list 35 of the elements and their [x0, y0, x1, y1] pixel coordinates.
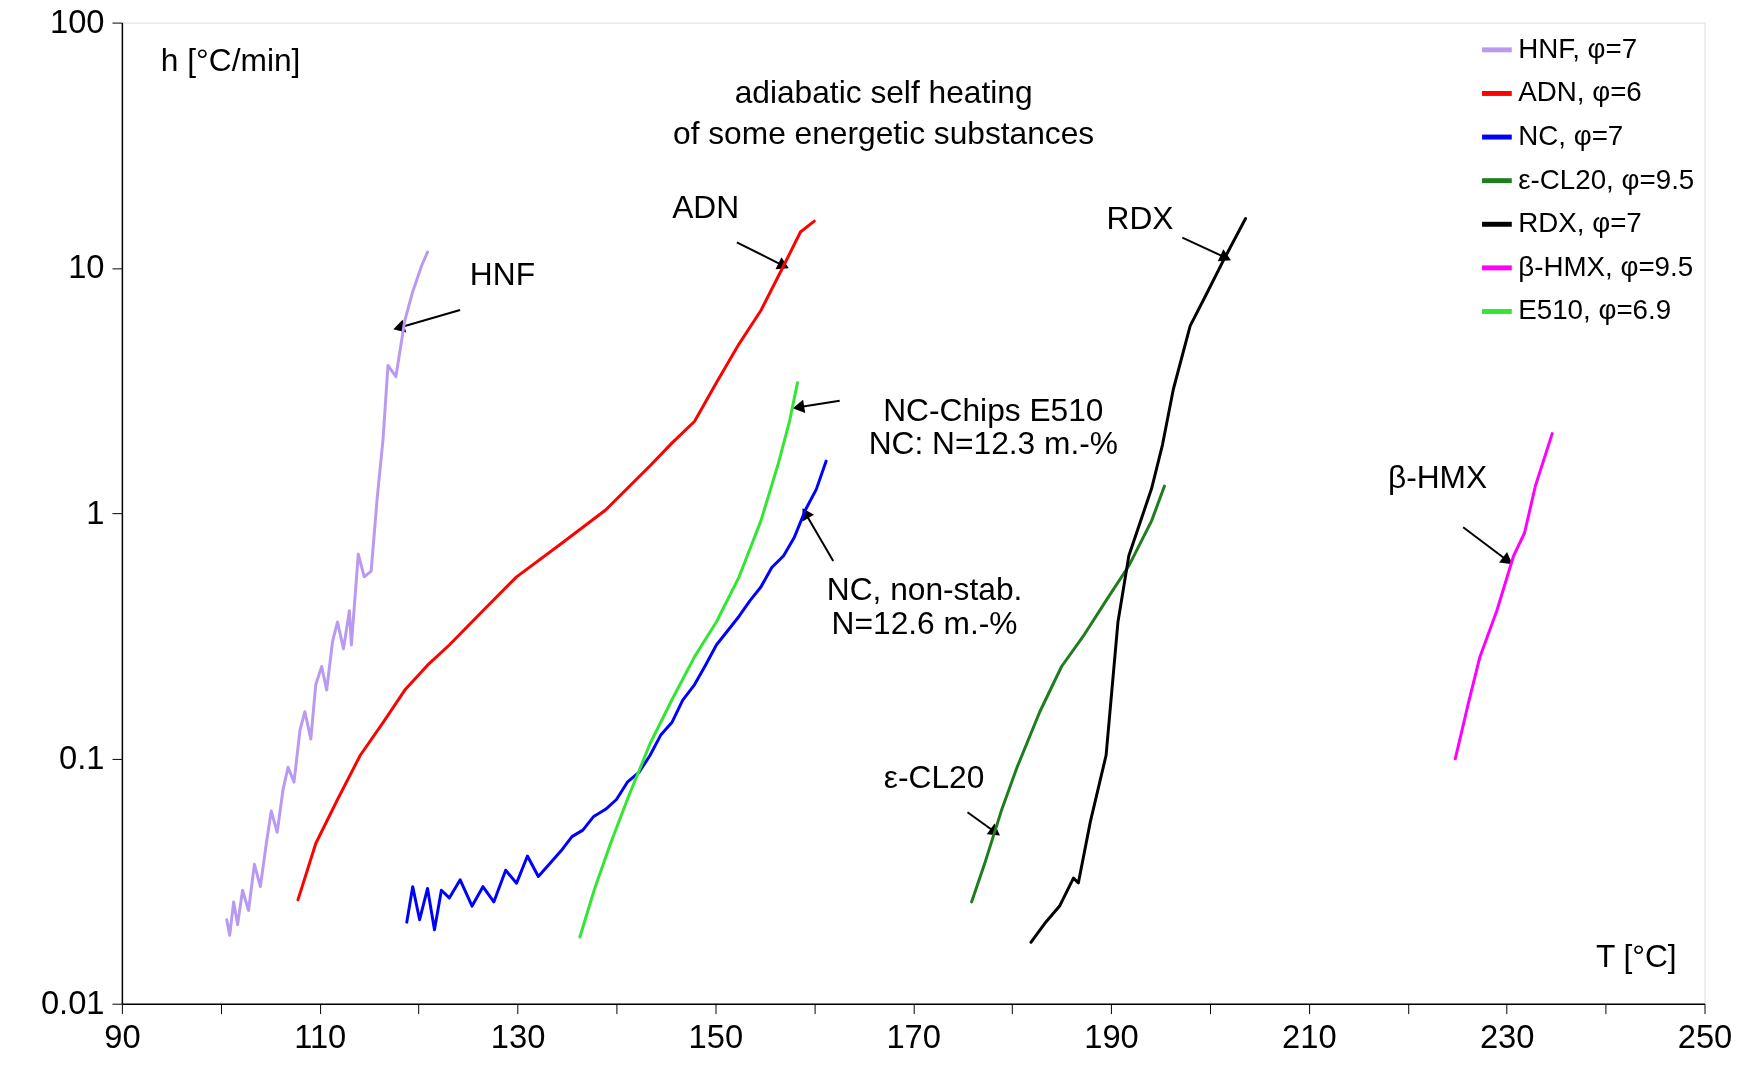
- x-tick-label: 210: [1282, 1017, 1337, 1055]
- line-series: [296, 219, 816, 902]
- y-tick-label: 100: [50, 3, 105, 41]
- y-tick-label: 10: [68, 248, 105, 286]
- legend-label: NC, φ=7: [1518, 119, 1624, 151]
- line-series: [578, 381, 799, 939]
- y-tick-label: 1: [86, 493, 105, 531]
- annotation: RDX: [1106, 199, 1174, 236]
- legend-label: ADN, φ=6: [1518, 76, 1642, 108]
- x-tick-label: 150: [688, 1017, 744, 1055]
- x-tick-label: 250: [1677, 1017, 1733, 1055]
- line-series: [225, 250, 430, 937]
- x-tick-label: 110: [294, 1017, 347, 1055]
- y-tick-label: 0.01: [40, 984, 105, 1022]
- line-series: [405, 459, 828, 932]
- x-tick-label: 190: [1084, 1017, 1139, 1055]
- text: adiabatic self heating of some energetic substances: [673, 73, 1095, 152]
- x-tick-label: 90: [104, 1017, 141, 1055]
- annotation: HNF: [469, 256, 535, 293]
- legend-label: RDX, φ=7: [1518, 207, 1642, 239]
- legend-label: β-HMX, φ=9.5: [1518, 250, 1694, 282]
- legend-label: ε-CL20, φ=9.5: [1518, 163, 1695, 195]
- annotation: NC, non-stab. N=12.6 m.-%: [826, 571, 1023, 641]
- legend-label: E510, φ=6.9: [1518, 294, 1672, 326]
- annotation: ADN: [672, 188, 740, 225]
- x-tick-label: 130: [490, 1017, 546, 1055]
- annotation: NC-Chips E510 NC: N=12.3 m.-%: [868, 391, 1118, 462]
- legend-label: HNF, φ=7: [1518, 32, 1638, 64]
- y-tick-label: 0.1: [59, 738, 105, 776]
- x-tick-label: 230: [1479, 1017, 1535, 1055]
- annotation: β-HMX: [1387, 459, 1488, 496]
- annotation: ε-CL20: [883, 758, 985, 795]
- y-axis-title: h [°C/min]: [160, 42, 301, 79]
- x-axis-title: T [°C]: [1595, 937, 1677, 974]
- x-tick-label: 170: [886, 1017, 941, 1055]
